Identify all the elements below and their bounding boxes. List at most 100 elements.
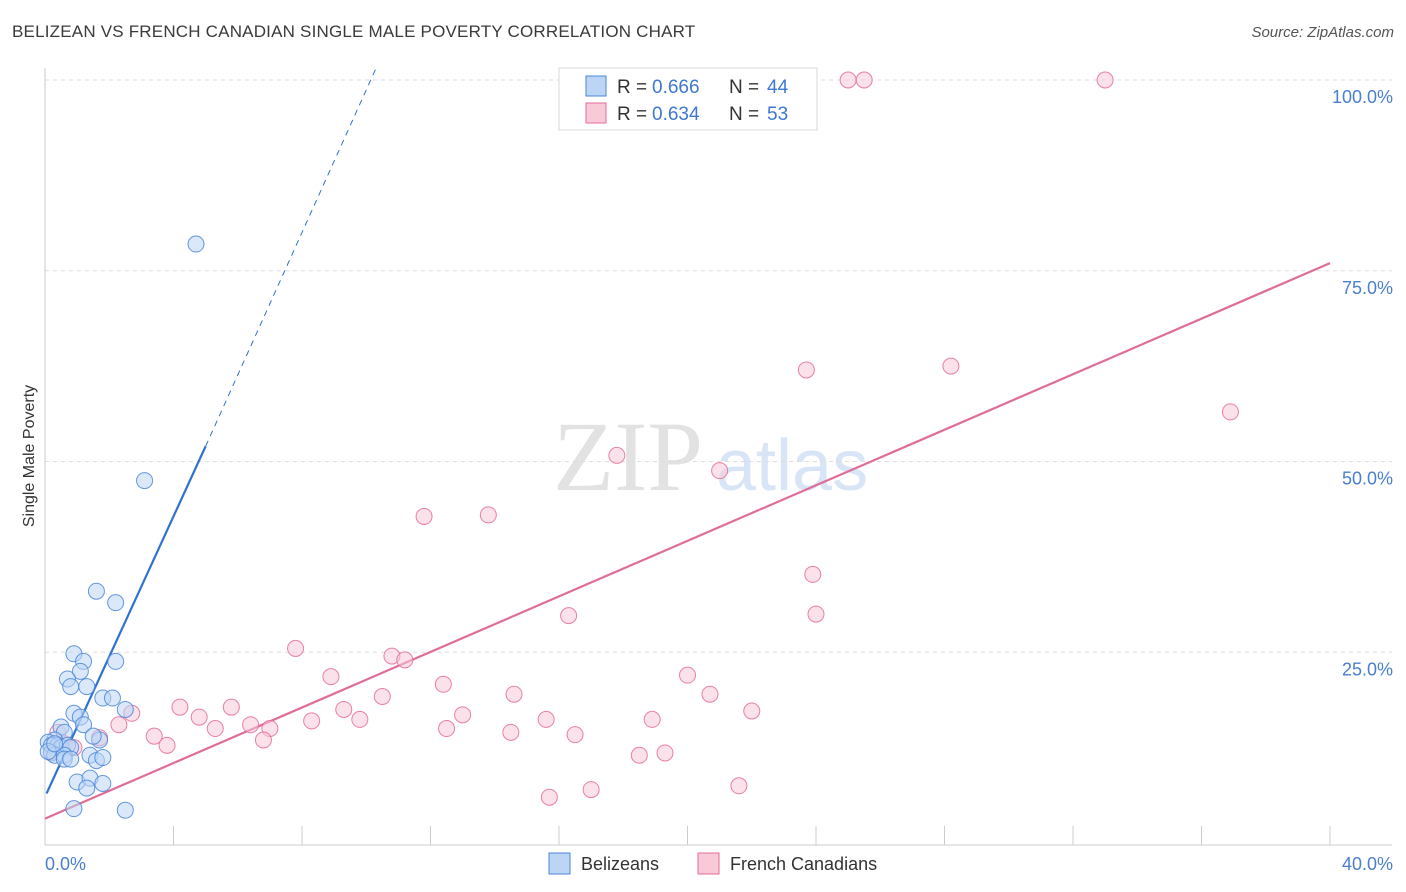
point-french-canadians <box>158 736 176 754</box>
point-belizeans <box>78 678 96 696</box>
trend-line-french-canadians <box>44 262 1331 820</box>
point-french-canadians <box>582 781 600 799</box>
y-tick-label: 50.0% <box>1342 469 1393 489</box>
point-belizeans <box>84 727 102 745</box>
point-french-canadians <box>505 685 523 703</box>
point-belizeans <box>107 594 125 612</box>
point-belizeans <box>71 662 89 680</box>
point-french-canadians <box>743 702 761 720</box>
point-french-canadians <box>711 462 729 480</box>
point-french-canadians <box>190 708 208 726</box>
point-belizeans <box>62 750 80 768</box>
point-french-canadians <box>540 788 558 806</box>
point-french-canadians <box>222 698 240 716</box>
bottom-legend-french-canadians: French Canadians <box>730 854 877 874</box>
point-french-canadians <box>415 507 433 525</box>
legend-r-value-1: 0.666 <box>652 77 700 98</box>
point-french-canadians <box>608 446 626 464</box>
trend-line-belizeans <box>45 445 207 794</box>
point-belizeans <box>136 472 154 490</box>
point-french-canadians <box>656 744 674 762</box>
legend-swatch-belizeans <box>585 75 607 97</box>
legend-n-label-1: N = <box>729 77 759 98</box>
point-french-canadians <box>145 727 163 745</box>
trend-line-belizeans-extrapolated <box>205 68 377 447</box>
point-french-canadians <box>454 706 472 724</box>
point-french-canadians <box>303 712 321 730</box>
point-french-canadians <box>438 720 456 738</box>
point-french-canadians <box>560 607 578 625</box>
point-belizeans <box>116 700 134 718</box>
point-belizeans <box>94 774 112 792</box>
tick-labels: 25.0% 50.0% 75.0% 100.0% 0.0% 40.0% <box>45 87 1393 874</box>
point-belizeans <box>116 801 134 819</box>
point-belizeans <box>62 678 80 696</box>
source-credit: Source: ZipAtlas.com <box>1251 24 1394 41</box>
chart-title: BELIZEAN VS FRENCH CANADIAN SINGLE MALE … <box>12 22 696 41</box>
point-french-canadians <box>396 651 414 669</box>
point-french-canadians <box>942 357 960 375</box>
point-belizeans <box>94 749 112 767</box>
point-french-canadians <box>351 710 369 728</box>
bottom-legend-swatch-belizeans <box>548 852 571 875</box>
point-french-canadians <box>679 666 696 684</box>
point-french-canadians <box>373 688 391 706</box>
point-belizeans <box>46 735 64 753</box>
grid-lines <box>45 79 1392 653</box>
bottom-legend-belizeans: Belizeans <box>581 854 659 874</box>
point-french-canadians <box>110 716 128 734</box>
bottom-legend: Belizeans French Canadians <box>548 852 877 875</box>
point-french-canadians <box>242 716 260 734</box>
point-french-canadians <box>1096 71 1114 89</box>
bottom-legend-swatch-french-canadians <box>697 852 720 875</box>
legend-r-label-2: R = <box>617 104 647 125</box>
watermark-atlas: atlas <box>716 426 868 506</box>
point-belizeans <box>78 779 96 797</box>
x-tick-label-max: 40.0% <box>1342 854 1393 874</box>
point-french-canadians <box>434 675 452 693</box>
point-french-canadians <box>566 726 584 744</box>
x-tick-label-min: 0.0% <box>45 854 86 874</box>
point-belizeans <box>187 235 205 253</box>
point-french-canadians <box>630 746 648 764</box>
point-french-canadians <box>537 710 555 728</box>
watermark-zip: ZIP <box>553 401 703 512</box>
legend-r-label-1: R = <box>617 77 647 98</box>
point-french-canadians <box>502 723 520 741</box>
point-french-canadians <box>254 731 272 749</box>
legend-n-value-1: 44 <box>767 77 789 98</box>
point-belizeans <box>103 689 121 707</box>
point-french-canadians <box>643 710 661 728</box>
point-french-canadians <box>839 71 857 89</box>
point-belizeans <box>87 582 105 600</box>
point-french-canadians <box>807 605 825 623</box>
legend-r-value-2: 0.634 <box>652 104 700 125</box>
trend-lines <box>44 68 1331 820</box>
point-belizeans <box>75 716 93 734</box>
point-french-canadians <box>206 720 224 738</box>
y-axis-label: Single Male Poverty <box>21 385 38 527</box>
point-french-canadians <box>287 639 305 657</box>
legend: R = 0.666 N = 44 R = 0.634 N = 53 <box>558 67 818 131</box>
point-french-canadians <box>335 700 353 718</box>
point-french-canadians <box>804 565 822 583</box>
legend-n-label-2: N = <box>729 104 759 125</box>
point-french-canadians <box>171 698 189 716</box>
point-french-canadians <box>479 506 497 524</box>
point-french-canadians <box>730 777 748 795</box>
y-tick-label: 75.0% <box>1342 278 1393 298</box>
point-french-canadians <box>855 71 873 89</box>
data-points <box>39 71 1239 819</box>
point-french-canadians <box>701 685 719 703</box>
point-french-canadians <box>797 361 815 379</box>
y-tick-label: 25.0% <box>1342 659 1393 679</box>
y-tick-label: 100.0% <box>1332 87 1393 107</box>
point-belizeans <box>107 652 125 670</box>
legend-swatch-french-canadians <box>585 102 607 124</box>
point-belizeans <box>65 800 83 818</box>
axes <box>44 68 1392 846</box>
point-french-canadians <box>1221 403 1239 421</box>
legend-n-value-2: 53 <box>767 104 788 125</box>
point-french-canadians <box>322 668 340 686</box>
